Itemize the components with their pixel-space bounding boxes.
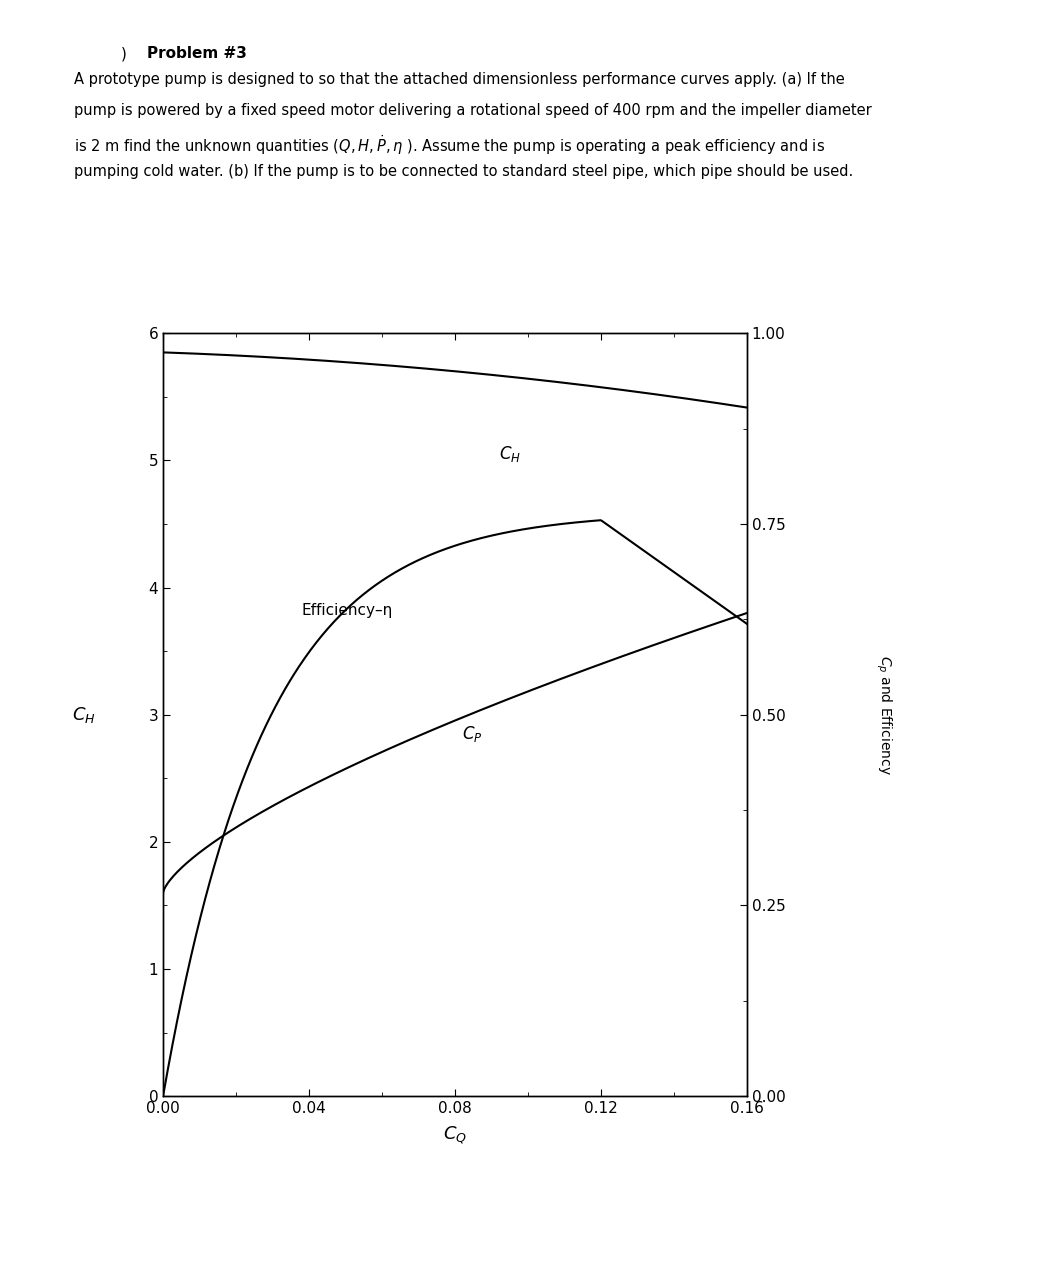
Text: pump is powered by a fixed speed motor delivering a rotational speed of 400 rpm : pump is powered by a fixed speed motor d… [74,103,871,118]
Text: A prototype pump is designed to so that the attached dimensionless performance c: A prototype pump is designed to so that … [74,72,845,87]
Text: pumping cold water. (b) If the pump is to be connected to standard steel pipe, w: pumping cold water. (b) If the pump is t… [74,164,853,179]
Text: is 2 m find the unknown quantities ($Q, H, \dot{P}, \eta$ ). Assume the pump is : is 2 m find the unknown quantities ($Q, … [74,133,825,158]
X-axis label: $C_Q$: $C_Q$ [443,1124,467,1146]
Text: $C_H$: $C_H$ [499,444,521,464]
Text: ): ) [121,46,132,62]
Text: $C_H$: $C_H$ [73,705,96,724]
Text: Problem #3: Problem #3 [147,46,247,62]
Text: $C_P$: $C_P$ [462,724,483,744]
Text: $C_p$ and Efficiency: $C_p$ and Efficiency [874,655,893,774]
Text: Efficiency–η: Efficiency–η [302,603,393,618]
